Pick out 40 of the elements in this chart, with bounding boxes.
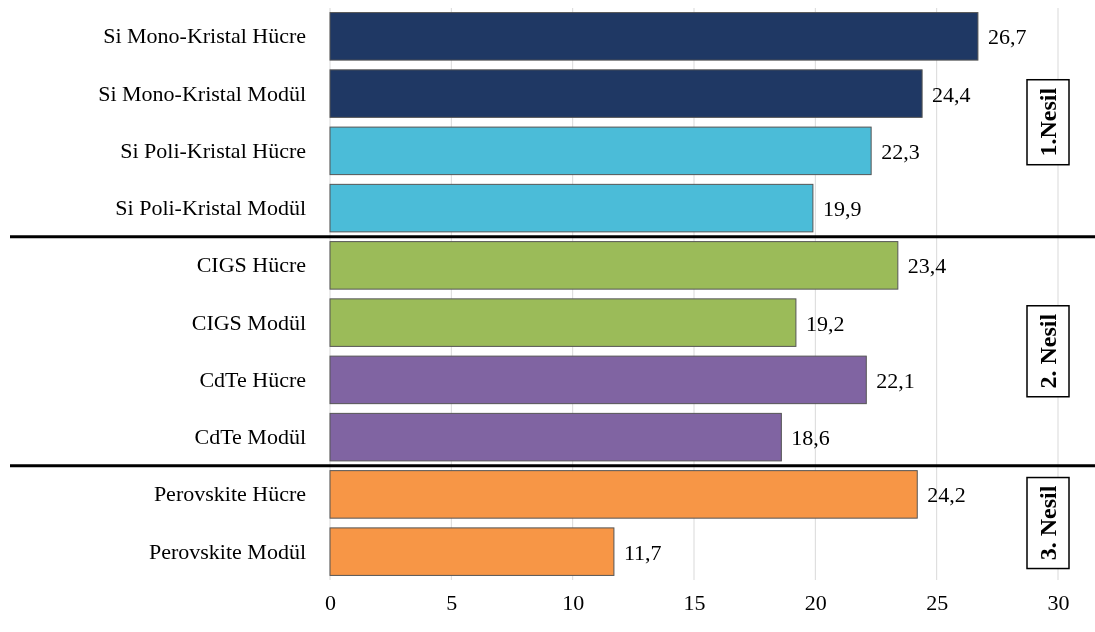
bar bbox=[329, 126, 872, 176]
y-tick-label: Perovskite Modül bbox=[148, 538, 306, 564]
annotation: 2. Nesil bbox=[1035, 313, 1061, 389]
annotation: 1.Nesil bbox=[1035, 87, 1061, 157]
x-tick-label: 10 bbox=[562, 589, 585, 615]
data-label: 19,2 bbox=[805, 310, 845, 336]
bar bbox=[329, 470, 918, 519]
data-label: 26,7 bbox=[987, 24, 1027, 50]
y-tick-label: Si Poli-Kristal Hücre bbox=[120, 137, 306, 163]
y-tick-label: CdTe Modül bbox=[194, 424, 306, 450]
data-label: 23,4 bbox=[907, 253, 947, 279]
x-tick-label: 30 bbox=[1047, 589, 1070, 615]
bar bbox=[329, 412, 782, 462]
bar bbox=[329, 527, 615, 576]
data-label: 22,3 bbox=[881, 138, 920, 164]
data-label: 24,4 bbox=[932, 81, 971, 107]
y-tick-label: CIGS Modül bbox=[191, 309, 306, 335]
x-tick-label: 20 bbox=[804, 589, 827, 615]
data-label: 18,6 bbox=[791, 425, 830, 451]
bar bbox=[329, 298, 797, 347]
y-tick-label: Si Poli-Kristal Modül bbox=[115, 195, 306, 221]
data-label: 19,9 bbox=[822, 196, 862, 222]
x-tick-label: 0 bbox=[325, 589, 336, 615]
bar bbox=[329, 355, 867, 405]
data-label: 24,2 bbox=[927, 482, 966, 508]
x-tick-label: 25 bbox=[926, 589, 949, 615]
y-tick-label: CIGS Hücre bbox=[196, 252, 306, 278]
data-label: 11,7 bbox=[623, 539, 662, 565]
y-tick-label: Si Mono-Kristal Modül bbox=[98, 80, 306, 106]
y-tick-label: Perovskite Hücre bbox=[153, 481, 306, 507]
data-label: 22,1 bbox=[876, 367, 915, 393]
y-tick-label: Si Mono-Kristal Hücre bbox=[103, 23, 306, 49]
bar bbox=[329, 241, 899, 290]
bar bbox=[329, 183, 814, 233]
y-tick-label: CdTe Hücre bbox=[199, 366, 306, 392]
x-tick-label: 5 bbox=[446, 589, 458, 615]
bar bbox=[329, 69, 923, 118]
bar bbox=[329, 12, 979, 61]
x-tick-label: 15 bbox=[683, 589, 706, 615]
annotation: 3. Nesil bbox=[1035, 485, 1061, 561]
